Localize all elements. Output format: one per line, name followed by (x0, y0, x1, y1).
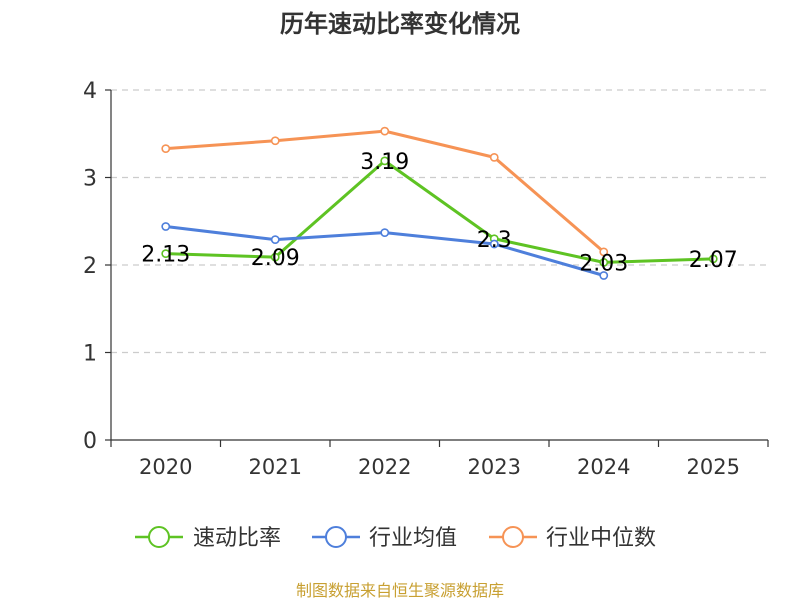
series-layer (161, 126, 718, 280)
data-point (380, 126, 390, 136)
legend: 速动比率 行业均值 行业中位数 (135, 526, 656, 551)
data-label: 3.19 (360, 150, 409, 175)
data-point (161, 249, 171, 259)
data-point (489, 152, 499, 162)
data-label: 2.3 (477, 228, 512, 253)
legend-marker (325, 526, 347, 548)
legend-marker (502, 526, 524, 548)
data-label-layer: 2.13 2.09 3.19 2.3 2.03 2.07 (141, 150, 737, 277)
data-point (599, 247, 609, 257)
legend-label: 速动比率 (193, 526, 281, 551)
y-tick-label: 0 (83, 429, 97, 454)
data-point (599, 271, 609, 280)
data-label: 2.09 (251, 246, 300, 271)
data-point (270, 136, 280, 146)
x-tick-label: 2024 (577, 455, 630, 479)
data-point (161, 222, 171, 231)
legend-label: 行业中位数 (546, 526, 656, 551)
data-point (489, 239, 499, 249)
x-tick-label: 2021 (249, 455, 302, 479)
chart-title: 历年速动比率变化情况 (280, 10, 520, 38)
y-tick-label: 2 (83, 254, 97, 279)
legend-marker (148, 526, 170, 548)
data-label: 2.07 (689, 248, 738, 273)
data-point (708, 254, 718, 264)
legend-label: 行业均值 (369, 526, 457, 551)
data-point (161, 144, 171, 154)
series-line-1 (164, 159, 715, 264)
x-tick-label: 2022 (358, 455, 411, 479)
x-tick-label: 2025 (687, 455, 740, 479)
data-point (599, 257, 609, 267)
y-tick-label: 1 (83, 342, 97, 367)
y-tick-label: 4 (83, 79, 97, 104)
axis-layer: 0 1 2 3 4 2020 2021 2022 2023 2024 2025 (83, 79, 769, 479)
data-point (270, 252, 280, 262)
data-label: 2.03 (579, 251, 628, 276)
data-point (270, 235, 280, 245)
data-point (380, 228, 390, 238)
x-tick-label: 2023 (468, 455, 521, 479)
y-tick-label: 3 (83, 167, 97, 192)
data-point (380, 156, 390, 166)
x-tick-label: 2020 (139, 455, 192, 479)
data-label: 2.13 (141, 243, 190, 268)
grid-layer (111, 89, 768, 354)
source-note: 制图数据来自恒生聚源数据库 (296, 581, 504, 600)
